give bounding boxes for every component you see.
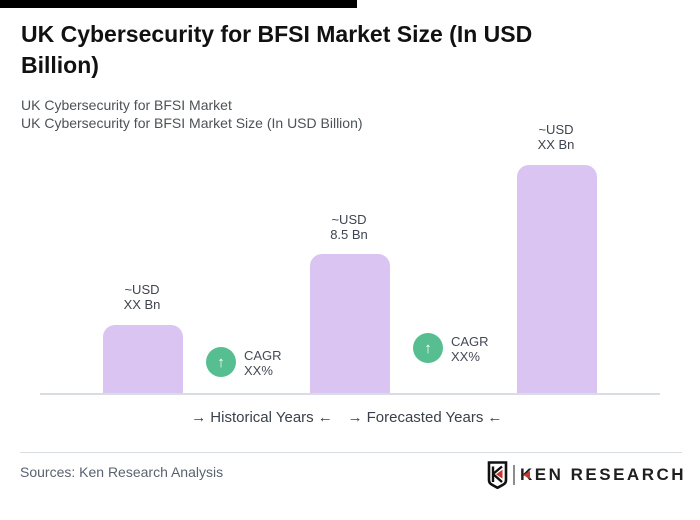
bar-value-label: ~USD XX Bn [537,122,575,152]
bar-historical-1 [103,325,183,393]
bar-forecast [517,165,597,393]
subtitle-line-1: UK Cybersecurity for BFSI Market [21,97,232,113]
bar-value-label: ~USD 8.5 Bn [330,212,368,242]
logo-shield-k-icon [487,461,508,489]
arrow-right-icon: → [191,409,207,426]
sources-text: Sources: Ken Research Analysis [20,464,224,480]
bar-value-label: ~USD XX Bn [123,282,161,312]
page-title: UK Cybersecurity for BFSI Market Size (I… [21,21,533,78]
top-black-bar [0,0,357,8]
cagr-up-arrow-icon: ↑ [206,347,236,377]
cagr-annotation: CAGR XX% [451,334,489,364]
arrow-right-icon: → [347,409,363,426]
ken-research-logo: K EN RESEARCH [487,460,686,490]
up-arrow-icon: ↑ [424,339,432,357]
footer-divider [20,452,682,453]
cagr-annotation: CAGR XX% [244,348,282,378]
logo-separator [513,465,515,485]
axis-label-forecasted-years: → Forecasted Years ← [325,409,525,426]
x-axis-line [40,393,660,395]
arrow-left-icon: ← [317,409,333,426]
up-arrow-icon: ↑ [217,353,225,371]
chart-subtitle: UK Cybersecurity for BFSI Market UK Cybe… [21,96,363,132]
logo-wordmark: K EN RESEARCH [520,465,687,484]
bar-historical-2 [310,254,390,393]
arrow-left-icon: ← [487,409,503,426]
axis-label-historical-years: → Historical Years ← [162,409,362,426]
logo-red-triangle-icon [522,471,530,479]
subtitle-line-2: UK Cybersecurity for BFSI Market Size (I… [21,115,363,131]
cagr-up-arrow-icon: ↑ [413,333,443,363]
